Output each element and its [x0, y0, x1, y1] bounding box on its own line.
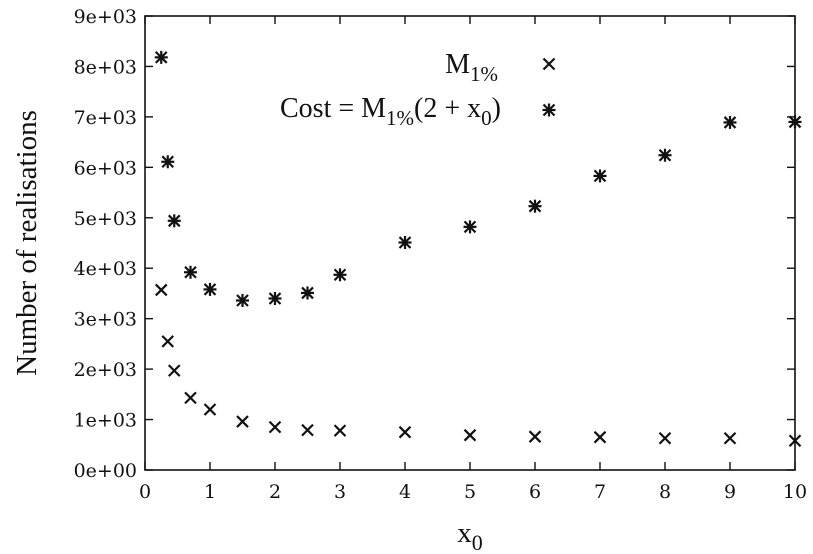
x-axis-label-subscript: 0	[472, 530, 483, 554]
m1-point	[302, 425, 313, 436]
legend-label-m1: M1%	[445, 49, 498, 86]
cost-point	[789, 115, 802, 128]
x-tick-label: 8	[659, 481, 671, 503]
x-tick-label: 5	[464, 481, 476, 503]
cost-point	[236, 294, 249, 307]
y-tick-label: 7e+03	[74, 107, 137, 129]
y-tick-label: 1e+03	[74, 410, 137, 432]
m1-point	[237, 416, 248, 427]
y-tick-label: 8e+03	[74, 56, 137, 78]
x-tick-label: 1	[204, 481, 216, 503]
cost-point	[464, 220, 477, 233]
m1-point	[530, 431, 541, 442]
y-tick-label: 4e+03	[74, 258, 137, 280]
cost-point	[399, 236, 412, 249]
cost-point	[168, 214, 181, 227]
legend-marker-asterisk	[543, 104, 556, 117]
legend-label-cost: Cost = M1%(2 + x0)	[280, 93, 501, 130]
m1-point	[270, 422, 281, 433]
m1-point	[660, 433, 671, 444]
legend-marker-x	[544, 59, 555, 70]
x-tick-label: 7	[594, 481, 606, 503]
m1-point	[205, 404, 216, 415]
m1-point	[465, 430, 476, 441]
cost-point	[724, 116, 737, 129]
y-tick-label: 9e+03	[74, 6, 137, 28]
x-tick-label: 10	[783, 481, 807, 503]
y-axis-label: Number of realisations	[11, 110, 43, 376]
cost-point	[269, 292, 282, 305]
x-tick-label: 0	[139, 481, 151, 503]
y-tick-label: 3e+03	[74, 309, 137, 331]
m1-point	[725, 433, 736, 444]
m1-point	[169, 365, 180, 376]
x-tick-label: 4	[399, 481, 411, 503]
x-tick-label: 9	[724, 481, 736, 503]
m1-point	[185, 392, 196, 403]
m1-point	[335, 425, 346, 436]
legend-asterisk-marker	[543, 104, 556, 117]
x-axis-label-base: x	[457, 517, 472, 549]
y-tick-label: 2e+03	[74, 359, 137, 381]
legend-x-marker	[544, 59, 555, 70]
cost-point	[184, 266, 197, 279]
cost-point	[301, 286, 314, 299]
x-tick-label: 2	[269, 481, 281, 503]
y-tick-label: 5e+03	[74, 208, 137, 230]
cost-point	[204, 283, 217, 296]
axis-ticks: 0 1 2 3 4 5 6 7 8 9 10 0e+00 1e+03 2e+03 3e+03 4e+03 5e+…	[74, 6, 808, 503]
m1-point	[400, 427, 411, 438]
m1-point	[595, 432, 606, 443]
cost-point	[161, 155, 174, 168]
cost-point	[334, 268, 347, 281]
cost-point	[659, 149, 672, 162]
m1-point	[162, 336, 173, 347]
x-tick-label: 3	[334, 481, 346, 503]
y-tick-label: 0e+00	[74, 460, 137, 482]
cost-point	[529, 200, 542, 213]
cost-point	[594, 169, 607, 182]
y-tick-label: 6e+03	[74, 157, 137, 179]
cost-point	[155, 51, 168, 64]
x-tick-label: 6	[529, 481, 541, 503]
x-axis-label: x0	[457, 517, 483, 554]
m1-point	[156, 284, 167, 295]
legend: M1% Cost = M1%(2 + x0)	[280, 49, 556, 130]
